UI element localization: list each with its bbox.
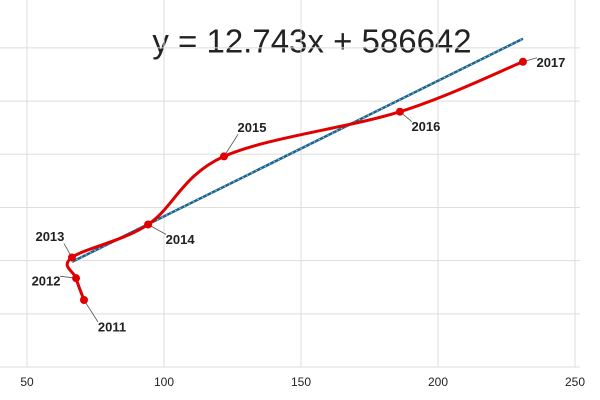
point xyxy=(395,107,404,116)
point-label: 2016 xyxy=(411,119,440,134)
point-label: 2011 xyxy=(98,319,126,334)
point xyxy=(79,295,88,304)
x-tick-label: 200 xyxy=(428,375,448,389)
point-label: 2013 xyxy=(35,229,64,244)
leader-line xyxy=(83,299,99,323)
x-tick-label: 100 xyxy=(154,375,174,389)
trendline-equation: y = 12.743x + 586642 xyxy=(152,23,471,60)
x-tick-label: 250 xyxy=(565,375,585,389)
point xyxy=(72,274,81,283)
x-tick-label: 150 xyxy=(291,375,311,389)
leader-line xyxy=(223,134,239,157)
point xyxy=(220,152,229,161)
x-tick-label: 50 xyxy=(20,375,34,389)
series-line xyxy=(65,60,524,301)
point-label: 2014 xyxy=(166,232,196,247)
point-label: 2017 xyxy=(536,55,565,70)
point xyxy=(144,220,153,229)
point xyxy=(67,253,76,262)
point-label: 2015 xyxy=(238,120,267,135)
point xyxy=(518,57,527,66)
point-label: 2012 xyxy=(32,274,61,289)
